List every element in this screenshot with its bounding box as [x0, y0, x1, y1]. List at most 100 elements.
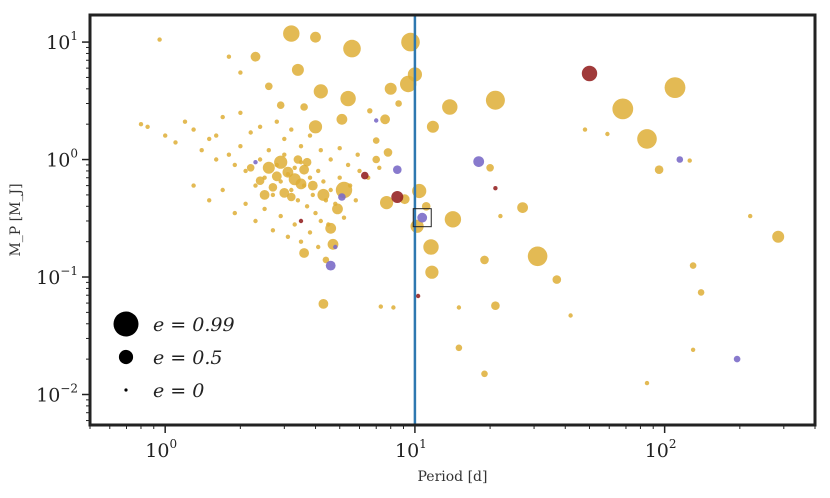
- point-yellow: [255, 176, 265, 185]
- legend-marker: [118, 349, 134, 365]
- point-yellow: [313, 84, 328, 99]
- point-yellow: [298, 144, 304, 149]
- point-yellow: [310, 31, 321, 43]
- point-yellow: [568, 313, 573, 318]
- point-yellow: [226, 152, 232, 157]
- point-yellow: [332, 203, 343, 215]
- point-yellow: [395, 100, 402, 107]
- point-purple: [374, 118, 379, 123]
- point-yellow: [318, 148, 323, 153]
- point-yellow: [250, 51, 261, 62]
- point-yellow: [270, 192, 276, 198]
- point-purple: [393, 165, 402, 174]
- point-yellow: [637, 129, 657, 149]
- point-yellow: [282, 152, 287, 157]
- point-purple: [473, 156, 485, 168]
- point-yellow: [304, 204, 310, 209]
- point-purple: [676, 156, 684, 163]
- point-yellow: [444, 211, 462, 228]
- point-yellow: [517, 202, 528, 214]
- point-yellow: [253, 218, 258, 224]
- legend-marker: [113, 311, 139, 337]
- point-yellow: [243, 201, 248, 206]
- point-yellow: [690, 347, 696, 352]
- point-yellow: [664, 77, 686, 98]
- point-yellow: [345, 162, 351, 168]
- point-yellow: [333, 201, 338, 206]
- point-yellow: [426, 120, 439, 133]
- point-yellow: [299, 248, 309, 258]
- point-yellow: [321, 179, 326, 184]
- point-yellow: [654, 165, 664, 174]
- point-yellow: [421, 202, 431, 211]
- point-yellow: [248, 130, 253, 135]
- point-red: [391, 191, 404, 203]
- point-yellow: [310, 192, 315, 198]
- point-yellow: [226, 54, 232, 59]
- point-yellow: [380, 114, 390, 125]
- point-yellow: [298, 239, 304, 244]
- point-yellow: [644, 380, 650, 386]
- point-purple: [338, 193, 346, 201]
- point-yellow: [772, 230, 785, 243]
- point-yellow: [266, 148, 271, 153]
- point-yellow: [400, 75, 417, 93]
- y-tick-label: 10−1: [36, 264, 78, 289]
- point-yellow: [323, 198, 329, 203]
- point-yellow: [268, 183, 278, 192]
- point-yellow: [307, 180, 318, 191]
- point-yellow: [341, 215, 347, 220]
- point-yellow: [337, 146, 342, 151]
- point-yellow: [582, 127, 588, 132]
- point-yellow: [697, 289, 705, 296]
- point-purple: [333, 244, 338, 250]
- y-tick-label: 100: [46, 147, 78, 172]
- point-yellow: [299, 164, 309, 175]
- point-yellow: [527, 246, 548, 267]
- point-yellow: [291, 63, 304, 76]
- point-yellow: [207, 198, 212, 203]
- point-red: [493, 186, 498, 191]
- point-yellow: [262, 161, 275, 174]
- ticks-layer: [82, 41, 816, 433]
- point-yellow: [307, 133, 313, 138]
- legend-label: e = 0: [153, 380, 204, 402]
- point-yellow: [214, 133, 219, 138]
- point-yellow: [293, 155, 303, 164]
- point-yellow: [442, 99, 458, 115]
- y-tick-labels: 101 100 10−1 10−2: [36, 29, 78, 406]
- point-red: [298, 218, 304, 224]
- point-yellow: [253, 183, 258, 188]
- point-yellow: [328, 187, 333, 193]
- point-yellow: [328, 157, 333, 162]
- point-yellow: [238, 110, 243, 116]
- point-yellow: [238, 70, 243, 75]
- y-tick-label: 10−2: [36, 381, 78, 406]
- plot-frame: [88, 13, 817, 427]
- point-yellow: [220, 114, 225, 120]
- point-yellow: [337, 175, 342, 180]
- point-yellow: [347, 183, 353, 188]
- point-yellow: [481, 370, 488, 378]
- point-yellow: [276, 101, 285, 109]
- point-yellow: [486, 164, 494, 172]
- point-yellow: [401, 32, 420, 52]
- x-tick-label: 102: [645, 437, 677, 462]
- point-yellow: [340, 90, 356, 107]
- point-yellow: [322, 256, 330, 264]
- point-yellow: [605, 131, 610, 137]
- point-yellow: [313, 210, 318, 216]
- point-yellow: [378, 304, 383, 309]
- x-tick-label: 100: [145, 437, 177, 462]
- point-yellow: [316, 244, 321, 250]
- point-yellow: [480, 255, 489, 265]
- x-tick-labels: 100 101 102: [145, 437, 676, 462]
- point-yellow: [423, 239, 439, 255]
- point-yellow: [302, 157, 312, 167]
- point-yellow: [246, 164, 255, 172]
- point-yellow: [552, 275, 562, 284]
- point-purple: [253, 160, 258, 165]
- point-yellow: [383, 148, 393, 157]
- points-layer: [138, 25, 785, 386]
